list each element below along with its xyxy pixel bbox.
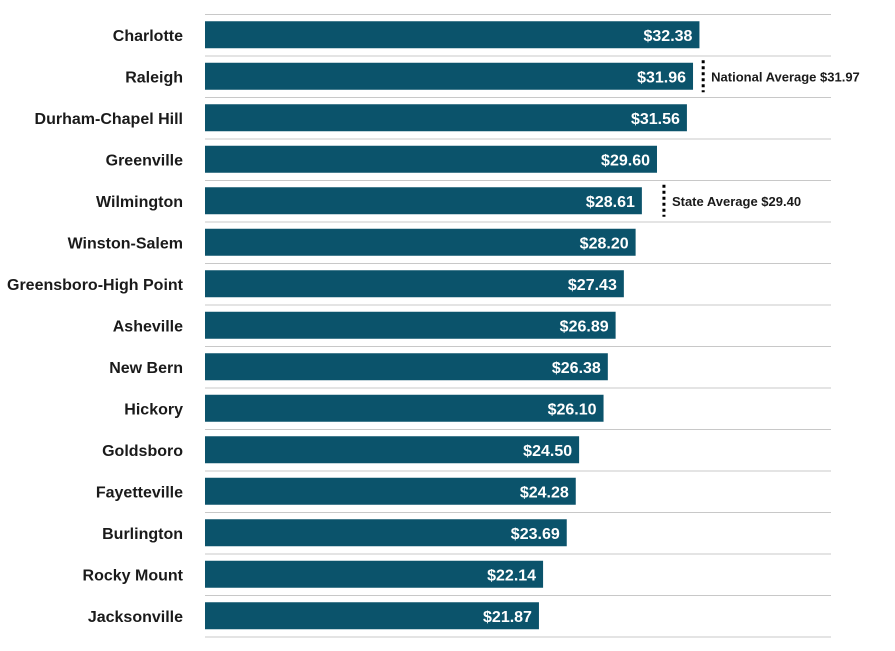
category-label: Winston-Salem	[68, 235, 183, 252]
category-label: Fayetteville	[96, 484, 183, 501]
reference-label: State Average $29.40	[672, 194, 801, 209]
value-label: $32.38	[644, 28, 693, 45]
category-label: Greenville	[106, 152, 183, 169]
value-label: $26.10	[548, 401, 597, 418]
bar-wilmington	[205, 187, 642, 215]
reference-label: National Average $31.97	[711, 69, 860, 84]
gridlines	[205, 14, 831, 638]
category-label: Asheville	[113, 318, 183, 335]
category-label: Burlington	[102, 526, 183, 543]
value-label: $21.87	[483, 609, 532, 626]
bar-rocky-mount	[205, 560, 544, 588]
bar-burlington	[205, 519, 567, 547]
bar-greensboro-high-point	[205, 270, 624, 298]
category-label: Jacksonville	[88, 609, 183, 626]
category-label: Greensboro-High Point	[7, 277, 184, 294]
bars	[205, 21, 700, 630]
value-label: $24.50	[523, 443, 572, 460]
category-label: Durham-Chapel Hill	[35, 111, 183, 128]
value-label: $23.69	[511, 526, 560, 543]
value-label: $26.38	[552, 360, 601, 377]
bar-hickory	[205, 394, 604, 422]
bar-durham-chapel-hill	[205, 104, 687, 132]
bar-winston-salem	[205, 228, 636, 256]
value-label: $24.28	[520, 484, 569, 501]
bar-new-bern	[205, 353, 608, 381]
value-label: $22.14	[487, 567, 536, 584]
value-label: $31.96	[637, 69, 686, 86]
bar-goldsboro	[205, 436, 580, 464]
bar-charlotte	[205, 21, 700, 49]
value-label: $27.43	[568, 277, 617, 294]
category-label: Rocky Mount	[83, 567, 184, 584]
category-label: Raleigh	[125, 69, 183, 86]
category-label: Hickory	[124, 401, 183, 418]
value-labels: $32.38 $31.96 $31.56 $29.60 $28.61 $28.20 $27.…	[483, 28, 693, 626]
value-label: $29.60	[601, 152, 650, 169]
category-label: Charlotte	[113, 28, 183, 45]
category-label: Goldsboro	[102, 443, 183, 460]
value-label: $26.89	[560, 318, 609, 335]
bar-greenville	[205, 145, 657, 173]
reference-lines: National Average $31.97 State Average $29…	[662, 60, 860, 217]
value-label: $31.56	[631, 111, 680, 128]
bar-fayetteville	[205, 477, 576, 505]
category-label: New Bern	[109, 360, 183, 377]
category-labels: Charlotte Raleigh Durham-Chapel Hill Greenv…	[7, 28, 184, 626]
bar-jacksonville	[205, 602, 539, 630]
category-label: Wilmington	[96, 194, 183, 211]
bar-raleigh	[205, 62, 694, 90]
value-label: $28.61	[586, 194, 635, 211]
value-label: $28.20	[580, 235, 629, 252]
bar-asheville	[205, 311, 616, 339]
